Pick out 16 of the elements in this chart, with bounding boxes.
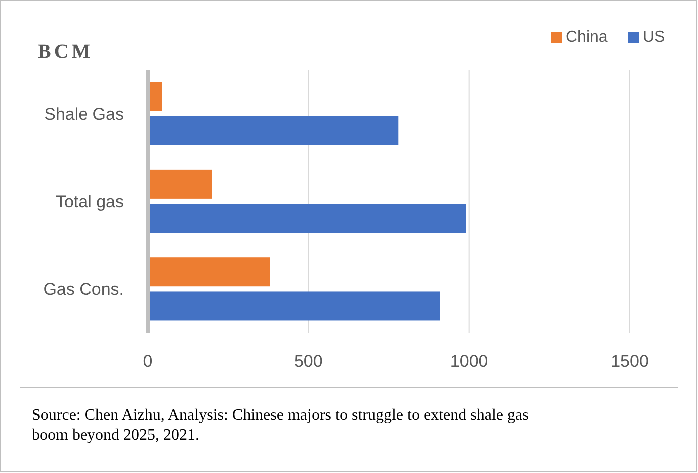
x-tick-label: 1500 (611, 352, 649, 371)
bar (148, 292, 440, 321)
y-tick-label: Shale Gas (44, 104, 124, 124)
legend-label: US (643, 29, 666, 46)
x-tick-label: 1000 (450, 352, 488, 371)
y-tick-label: Total gas (56, 192, 124, 212)
y-tick-label: Gas Cons. (44, 280, 124, 300)
legend-label: China (566, 29, 608, 46)
bar (148, 116, 399, 146)
x-tick-label: 500 (294, 352, 323, 371)
x-tick-label: 0 (143, 352, 153, 371)
bar (148, 170, 212, 199)
bar (148, 258, 270, 287)
bar (148, 204, 466, 234)
chart-title: BCM (38, 41, 94, 63)
source-note: Source: Chen Aizhu, Analysis: Chinese majors to struggle to extend shale gas boom beyond 2025, 2021. (32, 407, 529, 444)
